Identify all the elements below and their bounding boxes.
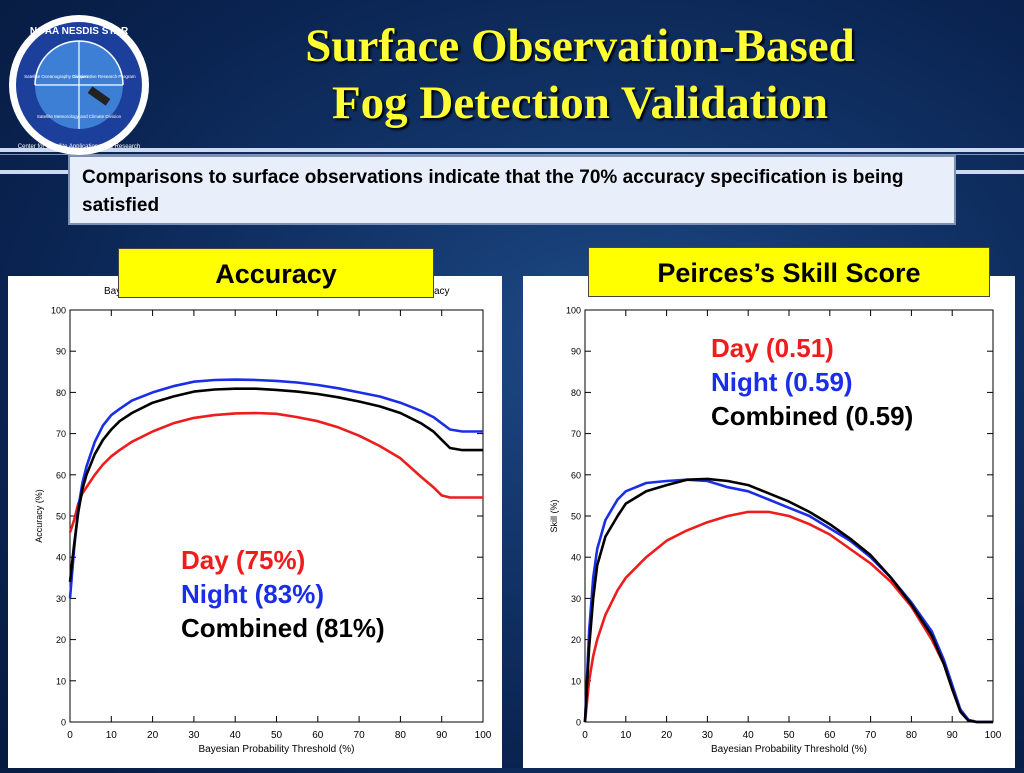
x-tick-label: 30 bbox=[702, 730, 714, 741]
y-tick-label: 50 bbox=[56, 512, 66, 522]
x-tick-label: 20 bbox=[147, 730, 159, 741]
x-tick-label: 50 bbox=[271, 730, 283, 741]
y-tick-label: 20 bbox=[56, 635, 66, 645]
x-tick-label: 0 bbox=[582, 730, 588, 741]
series-line-day bbox=[68, 411, 483, 533]
accuracy-chart: 0 10 20 30 40 50 60 70 80 90 100 0 10 20 30 40 50 60 70 80 9… bbox=[34, 286, 492, 755]
x-tick-label: 40 bbox=[230, 730, 242, 741]
logo-top-text: NOAA NESDIS STAR bbox=[30, 26, 129, 37]
summary-note: Comparisons to surface observations indi… bbox=[68, 155, 956, 225]
x-tick-label: 10 bbox=[106, 730, 118, 741]
logo-div1: Satellite Oceanography Division bbox=[24, 74, 88, 79]
y-tick-label: 70 bbox=[571, 429, 581, 439]
x-tick-label: 30 bbox=[188, 730, 200, 741]
y-tick-label: 50 bbox=[571, 512, 581, 522]
x-tick-label: 60 bbox=[312, 730, 324, 741]
x-tick-label: 90 bbox=[436, 730, 448, 741]
y-tick-label: 60 bbox=[571, 470, 581, 480]
x-tick-label: 60 bbox=[824, 730, 836, 741]
logo-ring-text: Center for Satellite Applications and Re… bbox=[18, 144, 140, 150]
y-tick-label: 80 bbox=[571, 388, 581, 398]
accuracy-legend: Day (75%) Night (83%) Combined (81%) bbox=[181, 543, 385, 645]
y-tick-label: 100 bbox=[566, 306, 581, 316]
series-line-night bbox=[68, 378, 483, 599]
x-tick-label: 50 bbox=[783, 730, 795, 741]
x-tick-label: 70 bbox=[354, 730, 366, 741]
y-tick-label: 0 bbox=[576, 718, 581, 728]
y-tick-label: 90 bbox=[571, 347, 581, 357]
x-tick-label: 70 bbox=[865, 730, 877, 741]
x-tick-label: 20 bbox=[661, 730, 673, 741]
y-tick-label: 0 bbox=[61, 718, 66, 728]
x-tick-label: 90 bbox=[947, 730, 959, 741]
noaa-star-logo: NOAA NESDIS STAR Satellite Oceanography … bbox=[9, 15, 149, 155]
x-tick-label: 80 bbox=[906, 730, 918, 741]
plot-frame bbox=[69, 309, 484, 723]
y-tick-label: 70 bbox=[56, 429, 66, 439]
x-tick-label: 10 bbox=[620, 730, 632, 741]
title-line-1: Surface Observation-Based bbox=[305, 20, 855, 72]
y-tick-label: 30 bbox=[571, 594, 581, 604]
y-tick-label: 90 bbox=[56, 347, 66, 357]
y-tick-label: 40 bbox=[56, 553, 66, 563]
y-tick-label: 10 bbox=[56, 676, 66, 686]
top-stripe bbox=[0, 148, 1024, 152]
accuracy-combined-annotation: Combined (81%) bbox=[181, 613, 385, 643]
y-axis-label: Skill (%) bbox=[549, 499, 559, 532]
title-line-2: Fog Detection Validation bbox=[331, 77, 829, 129]
top-stripe-thin bbox=[0, 154, 1024, 155]
skill-chart: 0 10 20 30 40 50 60 70 80 90 100 0 10 20 30 40 50 60 70 80 9… bbox=[549, 306, 1002, 756]
y-tick-label: 100 bbox=[51, 306, 66, 316]
series-line-combined bbox=[68, 387, 483, 583]
accuracy-day-annotation: Day (75%) bbox=[181, 545, 306, 575]
series-line-day bbox=[583, 510, 993, 724]
logo-div2: Cooperative Research Program bbox=[72, 74, 136, 79]
y-tick-label: 30 bbox=[56, 594, 66, 604]
slide-title: Surface Observation-Based Fog Detection … bbox=[160, 18, 1000, 132]
y-tick-label: 40 bbox=[571, 553, 581, 563]
skill-night-annotation: Night (0.59) bbox=[711, 367, 853, 397]
x-tick-label: 100 bbox=[475, 730, 492, 741]
y-tick-label: 10 bbox=[571, 676, 581, 686]
y-tick-label: 80 bbox=[56, 388, 66, 398]
x-tick-label: 0 bbox=[67, 730, 73, 741]
series-line-combined bbox=[583, 477, 993, 724]
logo-div3: Satellite Meteorology and Climate Divisi… bbox=[37, 114, 122, 119]
skill-day-annotation: Day (0.51) bbox=[711, 333, 834, 363]
accuracy-panel: 0 10 20 30 40 50 60 70 80 90 100 0 10 20 30 40 50 60 70 80 9… bbox=[8, 276, 502, 768]
accuracy-label: Accuracy bbox=[118, 248, 434, 298]
x-axis-label: Bayesian Probability Threshold (%) bbox=[198, 744, 354, 755]
x-tick-label: 80 bbox=[395, 730, 407, 741]
skill-panel: 0 10 20 30 40 50 60 70 80 90 100 0 10 20 30 40 50 60 70 80 9… bbox=[523, 276, 1015, 768]
accuracy-night-annotation: Night (83%) bbox=[181, 579, 324, 609]
y-axis-label: Accuracy (%) bbox=[34, 489, 44, 543]
y-tick-label: 60 bbox=[56, 470, 66, 480]
skill-combined-annotation: Combined (0.59) bbox=[711, 401, 914, 431]
x-tick-label: 40 bbox=[743, 730, 755, 741]
skill-legend: Day (0.51) Night (0.59) Combined (0.59) bbox=[711, 331, 913, 433]
plot-title-fragment-right: acy bbox=[434, 286, 450, 297]
x-axis-label: Bayesian Probability Threshold (%) bbox=[711, 744, 867, 755]
y-tick-label: 20 bbox=[571, 635, 581, 645]
skill-label: Peirces’s Skill Score bbox=[588, 247, 990, 297]
x-tick-label: 100 bbox=[985, 730, 1002, 741]
plot-title-fragment-left: Bay bbox=[104, 286, 121, 297]
